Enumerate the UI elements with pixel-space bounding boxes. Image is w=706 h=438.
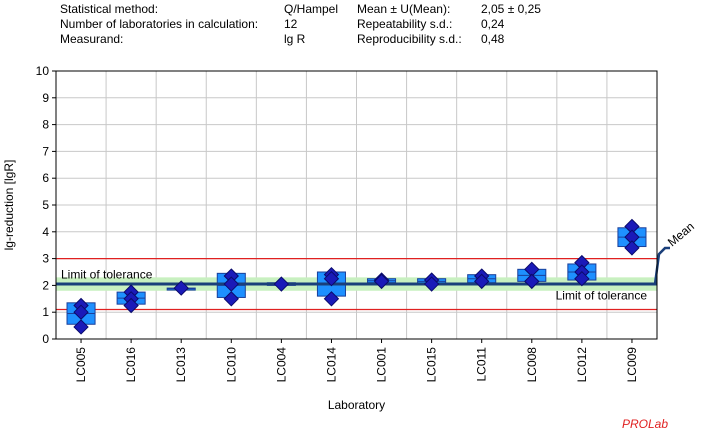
x-tick-label-LC013: LC013 [174,347,188,383]
y-tick-label-1: 1 [42,305,49,319]
point-LC015-1 [423,276,440,292]
info-value-count: 12 [284,17,298,31]
point-LC009-2 [624,240,640,256]
x-tick-label-LC015: LC015 [425,347,439,383]
point-LC013-0 [173,280,189,296]
info-value-mean: 2,05 ± 0,25 [481,2,541,16]
y-axis-label: lg-reduction [lgR] [2,160,16,251]
y-tick-label-3: 3 [42,252,49,266]
info-label-repeatability: Repeatability s.d.: [357,17,453,31]
tolerance-label-lower: Limit of tolerance [556,289,648,303]
point-LC014-1 [323,270,340,287]
y-tick-label-6: 6 [42,171,49,185]
y-tick-label-9: 9 [42,91,49,105]
y-tick-label-10: 10 [36,64,50,78]
info-label-count: Number of laboratories in calculation: [60,17,259,31]
x-tick-label-LC004: LC004 [274,347,288,383]
y-tick-label-2: 2 [42,278,49,292]
mean-label: Mean [665,219,697,249]
point-LC016-2 [123,297,139,314]
info-label-measurand: Measurand: [60,32,124,46]
x-tick-label-LC001: LC001 [375,347,389,383]
point-LC010-2 [223,291,239,307]
x-tick-label-LC010: LC010 [224,347,238,383]
point-LC012-2 [574,270,590,287]
x-tick-label-LC011: LC011 [475,347,489,382]
x-tick-label-LC014: LC014 [324,347,338,383]
y-tick-label-4: 4 [42,225,49,239]
point-LC014-2 [323,291,340,307]
point-LC005-2 [73,319,89,335]
point-LC004-0 [273,276,290,292]
x-tick-label-LC009: LC009 [625,347,639,383]
info-label-mean: Mean ± U(Mean): [357,2,451,16]
y-tick-label-8: 8 [42,118,49,132]
tolerance-label-upper: Limit of tolerance [61,268,153,282]
x-tick-label-LC012: LC012 [575,347,589,383]
x-tick-label-LC008: LC008 [525,347,539,383]
y-tick-label-0: 0 [42,332,49,346]
info-value-reproducibility: 0,48 [481,32,505,46]
point-LC008-1 [524,273,540,290]
point-LC011-1 [474,273,490,290]
info-value-method: Q/Hampel [284,2,339,16]
info-value-repeatability: 0,24 [481,17,505,31]
x-tick-label-LC005: LC005 [74,347,88,383]
x-tick-label-LC016: LC016 [124,347,138,383]
x-axis-label: Laboratory [328,398,385,412]
point-LC001-1 [373,273,390,290]
point-LC010-1 [223,276,239,292]
info-value-measurand: lg R [284,32,306,46]
y-tick-label-5: 5 [42,198,49,212]
info-label-reproducibility: Reproducibility s.d.: [357,32,462,46]
mean-callout-line [647,246,670,286]
info-label-method: Statistical method: [60,2,159,16]
y-tick-label-7: 7 [42,144,49,158]
brand-label: PROLab [621,417,668,431]
point-LC005-1 [73,304,89,320]
